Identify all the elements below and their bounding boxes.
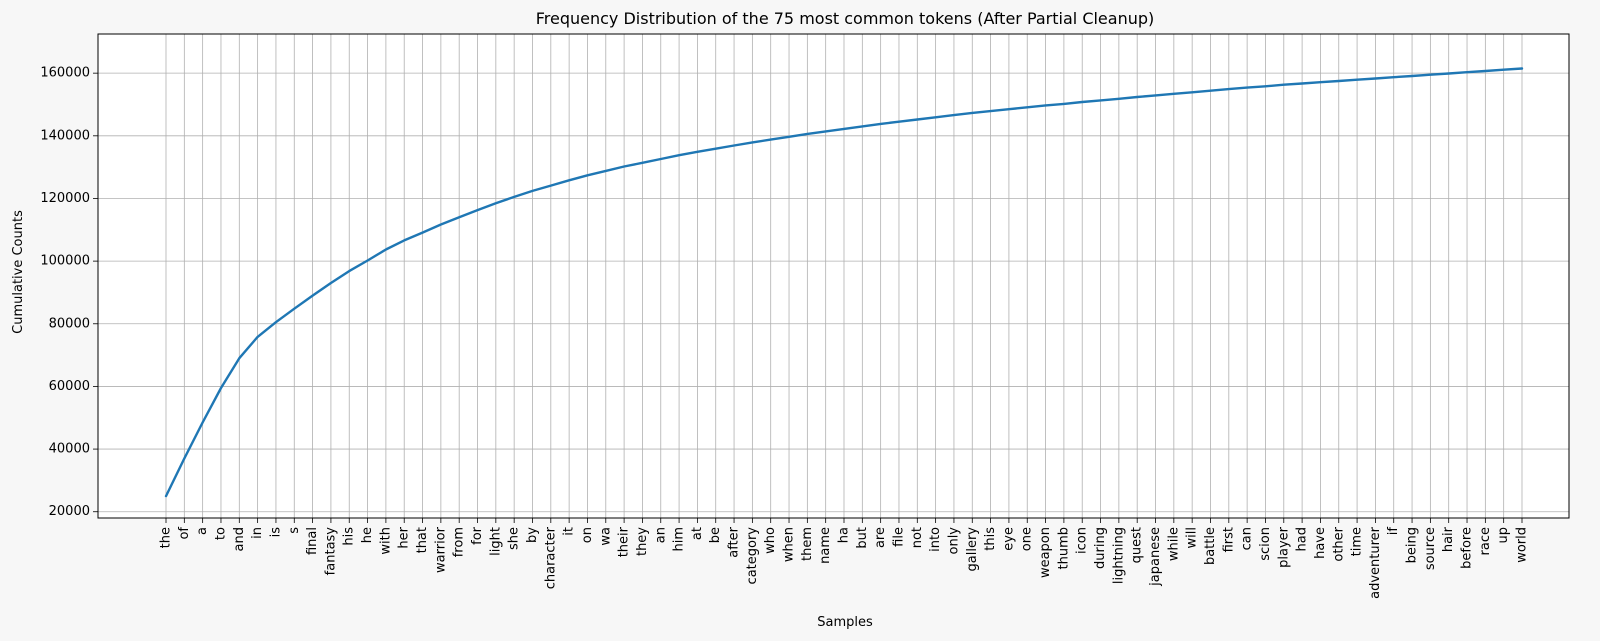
x-tick-label: warrior (433, 526, 448, 573)
x-tick-label: thumb (1056, 527, 1071, 570)
x-tick-label: to (213, 527, 228, 540)
chart-title: Frequency Distribution of the 75 most co… (536, 9, 1155, 28)
x-tick-label: character (543, 526, 558, 589)
x-tick-label: had (1295, 527, 1310, 551)
x-tick-label: not (910, 527, 925, 548)
y-tick-label: 100000 (40, 254, 90, 269)
plot-frame (97, 33, 1570, 519)
x-tick-label: battle (1203, 527, 1218, 565)
x-tick-label: who (763, 527, 778, 554)
x-tick-label: name (818, 527, 833, 564)
y-tick-label: 120000 (40, 191, 90, 206)
x-tick-label: for (470, 526, 485, 545)
x-tick-label: if (1386, 527, 1401, 536)
x-tick-label: being (1405, 527, 1420, 563)
x-tick-label: at (690, 527, 705, 540)
x-tick-label: first (1221, 527, 1236, 552)
x-tick-label: of (177, 527, 192, 540)
x-tick-label: it (562, 527, 577, 536)
x-tick-label: is (268, 527, 283, 538)
x-tick-label: wa (598, 527, 613, 546)
x-tick-label: into (928, 527, 943, 552)
x-tick-label: file (891, 527, 906, 547)
y-axis-ticks: 20000 40000 60000 80000 100000 120000 140000 16… (40, 66, 98, 519)
x-tick-label: world (1515, 527, 1530, 563)
x-tick-label: can (1240, 527, 1255, 550)
x-tick-label: up (1496, 527, 1511, 544)
x-tick-label: be (708, 527, 723, 543)
x-tick-label: source (1423, 527, 1438, 570)
x-tick-label: adventurer (1368, 526, 1383, 599)
x-tick-label: race (1478, 527, 1493, 555)
x-tick-label: eye (1001, 527, 1016, 551)
x-tick-label: that (415, 527, 430, 553)
x-tick-label: with (378, 527, 393, 555)
x-tick-label: fantasy (323, 527, 338, 576)
x-tick-label: hair (1441, 526, 1456, 552)
x-tick-label: light (488, 527, 503, 556)
x-tick-label: category (745, 527, 760, 585)
x-tick-label: but (855, 527, 870, 549)
x-tick-label: in (250, 527, 265, 539)
x-tick-label: his (342, 527, 357, 546)
y-tick-label: 40000 (49, 442, 90, 457)
x-tick-label: during (1093, 527, 1108, 569)
x-tick-label: a (195, 527, 210, 535)
y-axis-label: Cumulative Counts (11, 210, 26, 334)
x-tick-label: while (1166, 527, 1181, 561)
x-tick-label: scion (1258, 527, 1273, 561)
x-tick-label: japanese (1148, 527, 1163, 587)
x-tick-label: weapon (1038, 527, 1053, 578)
x-tick-label: on (580, 527, 595, 543)
x-tick-label: her (397, 526, 412, 548)
x-tick-label: them (800, 527, 815, 561)
x-tick-label: other (1331, 526, 1346, 561)
x-tick-label: before (1460, 527, 1475, 569)
x-tick-label: this (983, 527, 998, 551)
y-tick-label: 160000 (40, 66, 90, 81)
x-tick-label: time (1350, 527, 1365, 556)
x-tick-label: player (1276, 526, 1291, 568)
y-tick-label: 20000 (49, 504, 90, 519)
x-axis-label: Samples (817, 615, 873, 630)
y-tick-label: 140000 (40, 128, 90, 143)
x-tick-label: she (507, 527, 522, 550)
x-tick-label: ha (837, 527, 852, 543)
grid (98, 34, 1569, 518)
x-tick-label: they (635, 527, 650, 556)
x-tick-label: their (617, 526, 632, 557)
x-tick-label: have (1313, 527, 1328, 559)
x-tick-label: he (360, 527, 375, 543)
x-tick-label: from (452, 527, 467, 557)
x-tick-label: s (287, 527, 302, 534)
x-tick-label: him (672, 527, 687, 552)
x-tick-label: gallery (965, 527, 980, 572)
plot-area (98, 34, 1569, 518)
x-tick-label: an (653, 527, 668, 543)
x-tick-label: after (727, 526, 742, 557)
x-tick-label: and (232, 527, 247, 551)
x-tick-label: only (946, 527, 961, 555)
y-tick-label: 60000 (49, 379, 90, 394)
cumulative-counts-line (164, 67, 1524, 498)
x-tick-label: when (782, 527, 797, 562)
x-tick-label: are (873, 527, 888, 548)
y-tick-label: 80000 (49, 316, 90, 331)
x-tick-label: lightning (1111, 527, 1126, 584)
x-tick-label: quest (1130, 527, 1145, 563)
x-tick-label: will (1185, 527, 1200, 548)
x-tick-label: the (159, 527, 174, 548)
x-tick-label: final (305, 527, 320, 555)
x-tick-label: one (1020, 527, 1035, 551)
x-axis-ticks: the of a to and in is s final fantasy his he with her… (159, 518, 1530, 599)
x-tick-label: icon (1075, 527, 1090, 554)
x-tick-label: by (525, 527, 540, 543)
